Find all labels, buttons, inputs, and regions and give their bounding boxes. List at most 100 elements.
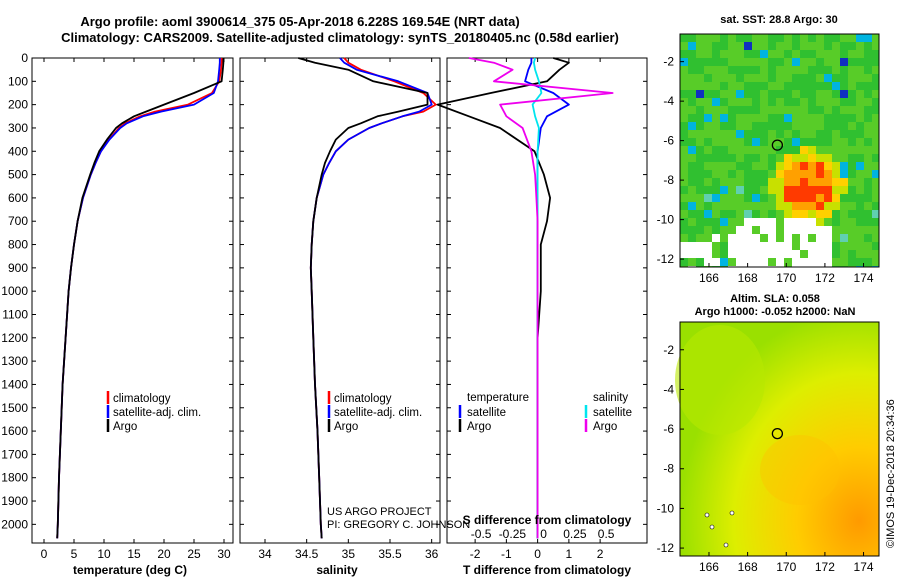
sst-cell <box>840 138 848 146</box>
y-tick-label: 1400 <box>1 377 28 391</box>
sst-cell <box>832 58 840 66</box>
sst-cell <box>760 90 768 98</box>
sst-cell <box>848 114 856 122</box>
sst-cell <box>768 98 776 106</box>
sst-cell <box>784 162 792 170</box>
sst-cell <box>776 90 784 98</box>
map-y-tick-label: -2 <box>663 55 674 69</box>
sst-cell <box>696 114 704 122</box>
sst-cell <box>816 178 824 186</box>
sst-cell <box>808 114 816 122</box>
sst-cell <box>872 138 879 146</box>
sst-cell <box>752 74 760 82</box>
sst-cell <box>848 82 856 90</box>
sst-cell <box>704 258 712 266</box>
sst-cell <box>800 42 808 50</box>
sst-cell <box>688 58 696 66</box>
sst-cell <box>712 66 720 74</box>
credit-pi: PI: GREGORY C. JOHNSON <box>327 519 470 531</box>
y-tick-label: 1500 <box>1 401 28 415</box>
sst-cell <box>712 234 720 242</box>
sst-cell <box>696 74 704 82</box>
sst-cell <box>728 234 736 242</box>
sst-cell <box>856 154 864 162</box>
sst-cell <box>728 242 736 250</box>
sst-cell <box>784 178 792 186</box>
sst-cell <box>800 202 808 210</box>
sst-cell <box>872 170 879 178</box>
sst-cell <box>744 154 752 162</box>
sst-cell <box>832 186 840 194</box>
sst-cell <box>792 146 800 154</box>
sst-cell <box>800 250 808 258</box>
sst-cell <box>680 74 688 82</box>
sst-cell <box>832 170 840 178</box>
sst-cell <box>680 66 688 74</box>
map-frame <box>679 321 880 557</box>
sst-cell <box>856 34 864 42</box>
sst-cell <box>776 162 784 170</box>
sst-cell <box>752 242 760 250</box>
sst-cell <box>848 170 856 178</box>
sst-cell <box>808 90 816 98</box>
sst-cell <box>816 154 824 162</box>
sst-cell <box>752 42 760 50</box>
sst-cell <box>848 186 856 194</box>
sst-cell <box>824 242 832 250</box>
sst-cell <box>768 162 776 170</box>
sst-cell <box>744 98 752 106</box>
sst-cell <box>776 82 784 90</box>
sst-cell <box>800 90 808 98</box>
sst-cell <box>760 186 768 194</box>
sst-cell <box>696 130 704 138</box>
sst-cell <box>752 122 760 130</box>
sst-cell <box>720 218 728 226</box>
sst-cell <box>840 122 848 130</box>
sst-cell <box>792 226 800 234</box>
sst-cell <box>720 178 728 186</box>
sst-cell <box>696 234 704 242</box>
sst-cell <box>848 74 856 82</box>
sst-cell <box>704 162 712 170</box>
sst-cell <box>792 114 800 122</box>
sst-cell <box>864 106 872 114</box>
sst-cell <box>768 258 776 266</box>
sst-cell <box>696 50 704 58</box>
legend-text-satellite-adj: satellite-adj. clim. <box>113 407 201 419</box>
sst-cell <box>696 154 704 162</box>
y-tick-label: 300 <box>8 121 28 135</box>
sst-cell <box>856 242 864 250</box>
plot-frame <box>446 57 648 544</box>
sst-cell <box>712 258 720 266</box>
sst-cell <box>768 226 776 234</box>
sst-cell <box>720 122 728 130</box>
x-tick-label: 34.5 <box>295 547 319 561</box>
sst-cell <box>792 218 800 226</box>
sst-cell <box>712 186 720 194</box>
sst-cell <box>712 250 720 258</box>
sst-cell <box>840 210 848 218</box>
sst-cell <box>744 130 752 138</box>
sst-cell <box>688 90 696 98</box>
sst-cell <box>872 234 879 242</box>
sst-cell <box>848 234 856 242</box>
x-tick-label: 10 <box>97 547 111 561</box>
sst-cell <box>704 210 712 218</box>
sst-cell <box>832 122 840 130</box>
sst-cell <box>704 154 712 162</box>
sst-cell <box>704 250 712 258</box>
sst-cell <box>752 234 760 242</box>
sst-cell <box>760 202 768 210</box>
sst-cell <box>808 42 816 50</box>
sst-cell <box>736 186 744 194</box>
map-x-tick-label: 168 <box>738 271 758 285</box>
sst-cell <box>776 242 784 250</box>
sst-cell <box>856 258 864 266</box>
sst-cell <box>808 178 816 186</box>
sst-cell <box>688 154 696 162</box>
sst-cell <box>728 250 736 258</box>
difference-xlabel: T difference from climatology <box>463 563 631 577</box>
sst-cell <box>800 218 808 226</box>
sst-cell <box>792 130 800 138</box>
sst-cell <box>768 202 776 210</box>
